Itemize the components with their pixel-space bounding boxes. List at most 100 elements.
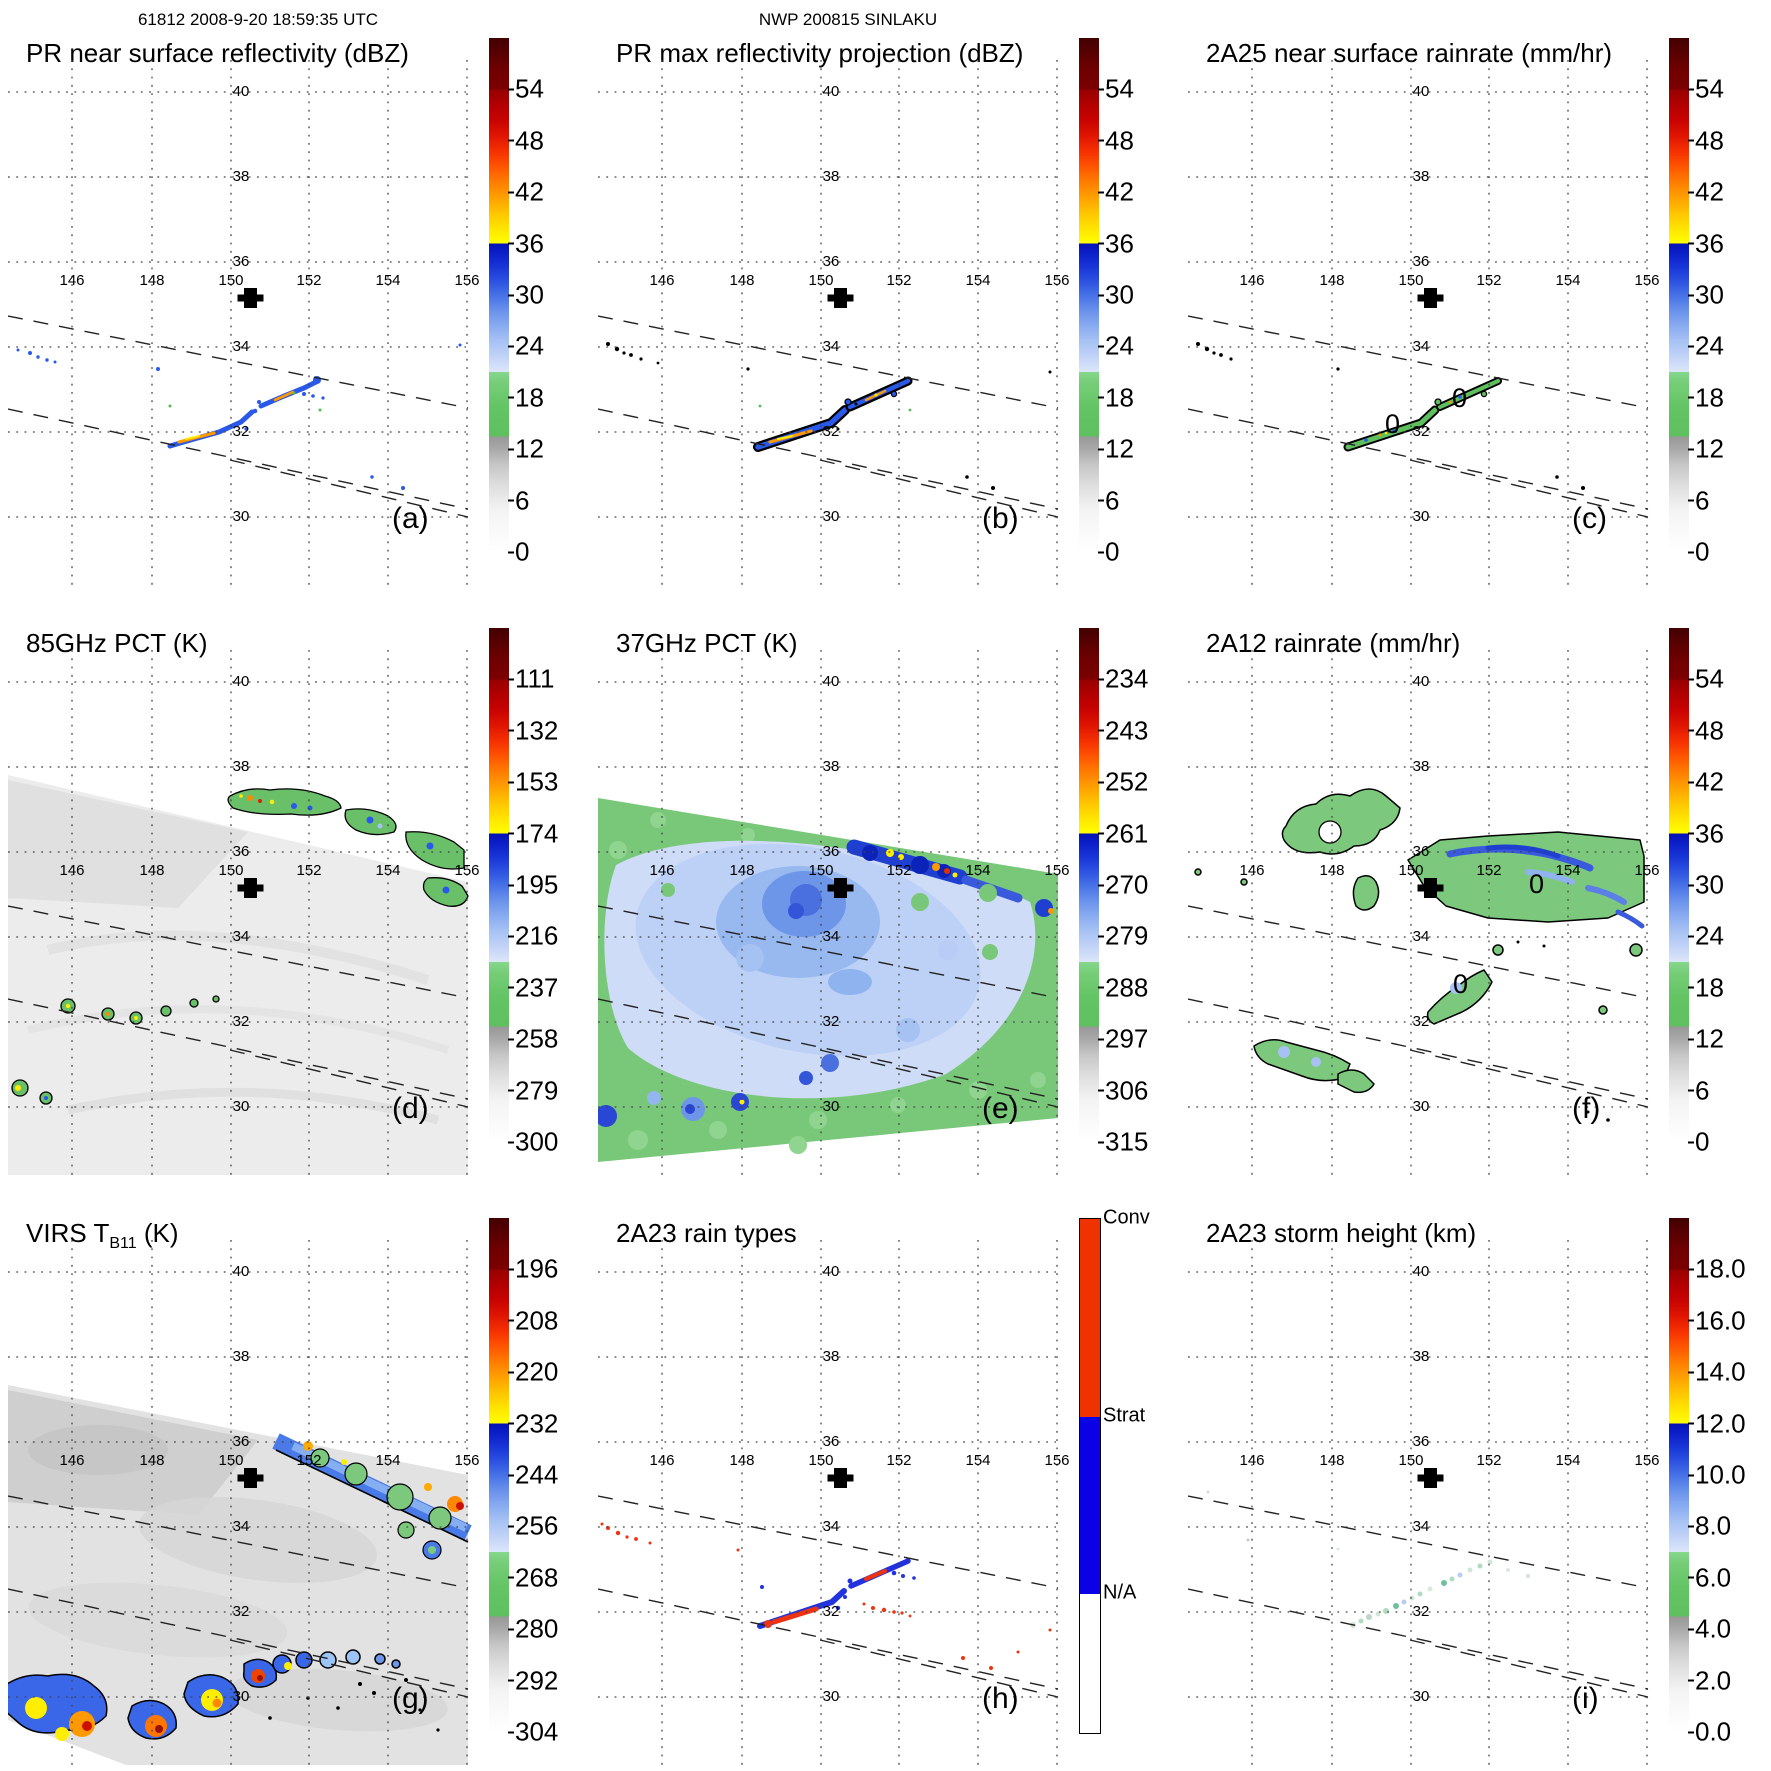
- panel-e-map: (e): [598, 650, 1071, 1175]
- panel-b-title-text: PR max reflectivity projection (dBZ): [616, 38, 1024, 68]
- colorbar-tick-label: 258: [507, 1023, 559, 1054]
- zero-contour-label: 0: [1385, 409, 1400, 439]
- colorbar-tick-label: 6.0: [1687, 1562, 1732, 1593]
- colorbar-tick-label: 195: [507, 869, 559, 900]
- panel-b-map: (b): [598, 60, 1071, 585]
- colorbar-tick-label: 232: [507, 1408, 559, 1439]
- colorbar: [1079, 628, 1099, 1142]
- colorbar-tick-label: 2.0: [1687, 1665, 1732, 1696]
- colorbar: [489, 1218, 509, 1732]
- panel-e-title-text: 37GHz PCT (K): [616, 628, 798, 658]
- colorbar-ticks: 54 48 42 36 30 24 18 12 6 0: [1079, 38, 1179, 567]
- colorbar-tick-label: 54: [508, 73, 544, 104]
- colorbar-tick-label: 12: [1098, 433, 1134, 464]
- colorbar-tick-label: 48: [508, 125, 544, 156]
- tmi-swath-37ghz: [598, 798, 1058, 1162]
- colorbar-tick-label: 315: [1097, 1126, 1149, 1157]
- colorbar-tick-label: 216: [507, 920, 559, 951]
- colorbar-tick-label: 0: [1687, 1126, 1710, 1157]
- panel-letter: (h): [982, 1682, 1019, 1715]
- colorbar-tick-label: 24: [1688, 330, 1724, 361]
- colorbar-tick-label: 36: [1688, 818, 1724, 849]
- colorbar-ticks: 234 243 252 261 270 279 288 297 306 315: [1079, 628, 1179, 1157]
- colorbar-tick-label: 4.0: [1687, 1613, 1732, 1644]
- panel-d-map: (d): [8, 650, 481, 1175]
- colorbar-tick-label: 6: [1687, 485, 1710, 516]
- scattered-echoes: [606, 342, 1052, 490]
- embedded-heavier-rain: [1278, 844, 1645, 1067]
- colorbar-tick-label: 48: [1688, 715, 1724, 746]
- raintype-label-strat: Strat: [1103, 1404, 1146, 1427]
- colorbar-tick-label: 220: [507, 1356, 559, 1387]
- panel-letter: (c): [1572, 502, 1607, 535]
- colorbar-tick-label: 0.0: [1687, 1716, 1732, 1747]
- colorbar-tick-label: 30: [1098, 279, 1134, 310]
- colorbar-tick-label: 14.0: [1688, 1356, 1746, 1387]
- panel-i: 2A23 storm height (km) (i) 18.0 16.0 14.0 1…: [1180, 1180, 1770, 1770]
- colorbar: [1669, 38, 1689, 552]
- panel-i-title-text: 2A23 storm height (km): [1206, 1218, 1477, 1248]
- colorbar-tick-label: 280: [507, 1613, 559, 1644]
- cold-cloud-band: [8, 1649, 440, 1741]
- colorbar-tick-label: 30: [1688, 279, 1724, 310]
- panel-c: 2A25 near surface rainrate (mm/hr): [1180, 0, 1770, 590]
- panel-letter: (a): [392, 502, 429, 535]
- colorbar-tick-label: 48: [1688, 125, 1724, 156]
- colorbar-tick-label: 304: [507, 1716, 559, 1747]
- colorbar: [489, 38, 509, 552]
- colorbar-tick-label: 18: [1688, 972, 1724, 1003]
- colorbar-tick-label: 244: [507, 1459, 559, 1490]
- zero-contour-label: 0: [1452, 383, 1467, 413]
- tmi-swath-85ghz: [8, 775, 468, 1175]
- colorbar-ticks: 111 132 153 174 195 216 237 258 279 300: [489, 628, 589, 1157]
- panel-b: NWP 200815 SINLAKU PR max reflectivity p…: [590, 0, 1180, 590]
- colorbar-tick-label: 24: [508, 330, 544, 361]
- colorbar-tick-label: 54: [1688, 663, 1724, 694]
- colorbar-tick-label: 270: [1097, 869, 1149, 900]
- ice-scattering-features: [11, 788, 469, 1105]
- panel-d-title: 85GHz PCT (K): [26, 628, 208, 659]
- colorbar-ticks: 196 208 220 232 244 256 268 280 292 304: [489, 1218, 589, 1747]
- panel-e: 37GHz PCT (K): [590, 590, 1180, 1180]
- colorbar-tick-label: 18: [1688, 382, 1724, 413]
- panel-b-header: NWP 200815 SINLAKU: [758, 10, 938, 29]
- colorbar: [1669, 1218, 1689, 1732]
- colorbar-tick-label: 42: [1098, 176, 1134, 207]
- panel-a-map: (a): [8, 60, 481, 585]
- colorbar-tick-label: 18: [508, 382, 544, 413]
- colorbar-ticks: 18.0 16.0 14.0 12.0 10.0 8.0 6.0 4.0 2.0 0.0: [1669, 1218, 1769, 1747]
- panel-h-title: 2A23 rain types: [616, 1218, 797, 1249]
- convective-specks: [600, 1522, 1052, 1670]
- panel-g-title-subscript: B11: [109, 1235, 137, 1253]
- colorbar-tick-label: 10.0: [1688, 1459, 1746, 1490]
- colorbar-ticks: 54 48 42 36 30 24 18 12 6 0: [489, 38, 589, 567]
- colorbar-tick-label: 0: [507, 536, 530, 567]
- colorbar-tick-label: 208: [507, 1305, 559, 1336]
- panel-a-title: PR near surface reflectivity (dBZ): [26, 38, 409, 69]
- colorbar: [1079, 38, 1099, 552]
- colorbar-tick-label: 0: [1097, 536, 1120, 567]
- colorbar-tick-label: 268: [507, 1562, 559, 1593]
- panel-i-title: 2A23 storm height (km): [1206, 1218, 1476, 1249]
- colorbar-tick-label: 36: [1688, 228, 1724, 259]
- panel-f-title-text: 2A12 rainrate (mm/hr): [1206, 628, 1461, 658]
- raintype-label-conv: Conv: [1103, 1206, 1150, 1229]
- colorbar-tick-label: 12: [1688, 1023, 1724, 1054]
- panel-i-map: (i): [1188, 1240, 1661, 1765]
- colorbar-tick-label: 42: [508, 176, 544, 207]
- panel-b-title: PR max reflectivity projection (dBZ): [616, 38, 1023, 69]
- panel-e-title: 37GHz PCT (K): [616, 628, 798, 659]
- colorbar-tick-label: 243: [1097, 715, 1149, 746]
- panel-letter: (f): [1572, 1092, 1600, 1125]
- panel-a-title-text: PR near surface reflectivity (dBZ): [26, 38, 409, 68]
- colorbar-tick-label: 132: [507, 715, 559, 746]
- colorbar-ticks: 54 48 42 36 30 24 18 12 6 0: [1669, 38, 1769, 567]
- colorbar-tick-label: 24: [1688, 920, 1724, 951]
- colorbar-tick-label: 288: [1097, 972, 1149, 1003]
- panel-c-map: 0 0 (c): [1188, 60, 1661, 585]
- colorbar-tick-label: 16.0: [1688, 1305, 1746, 1336]
- panel-g-title: VIRS TB11 (K): [26, 1218, 179, 1253]
- panel-h-map: (h): [598, 1240, 1071, 1765]
- panel-letter: (g): [392, 1682, 429, 1715]
